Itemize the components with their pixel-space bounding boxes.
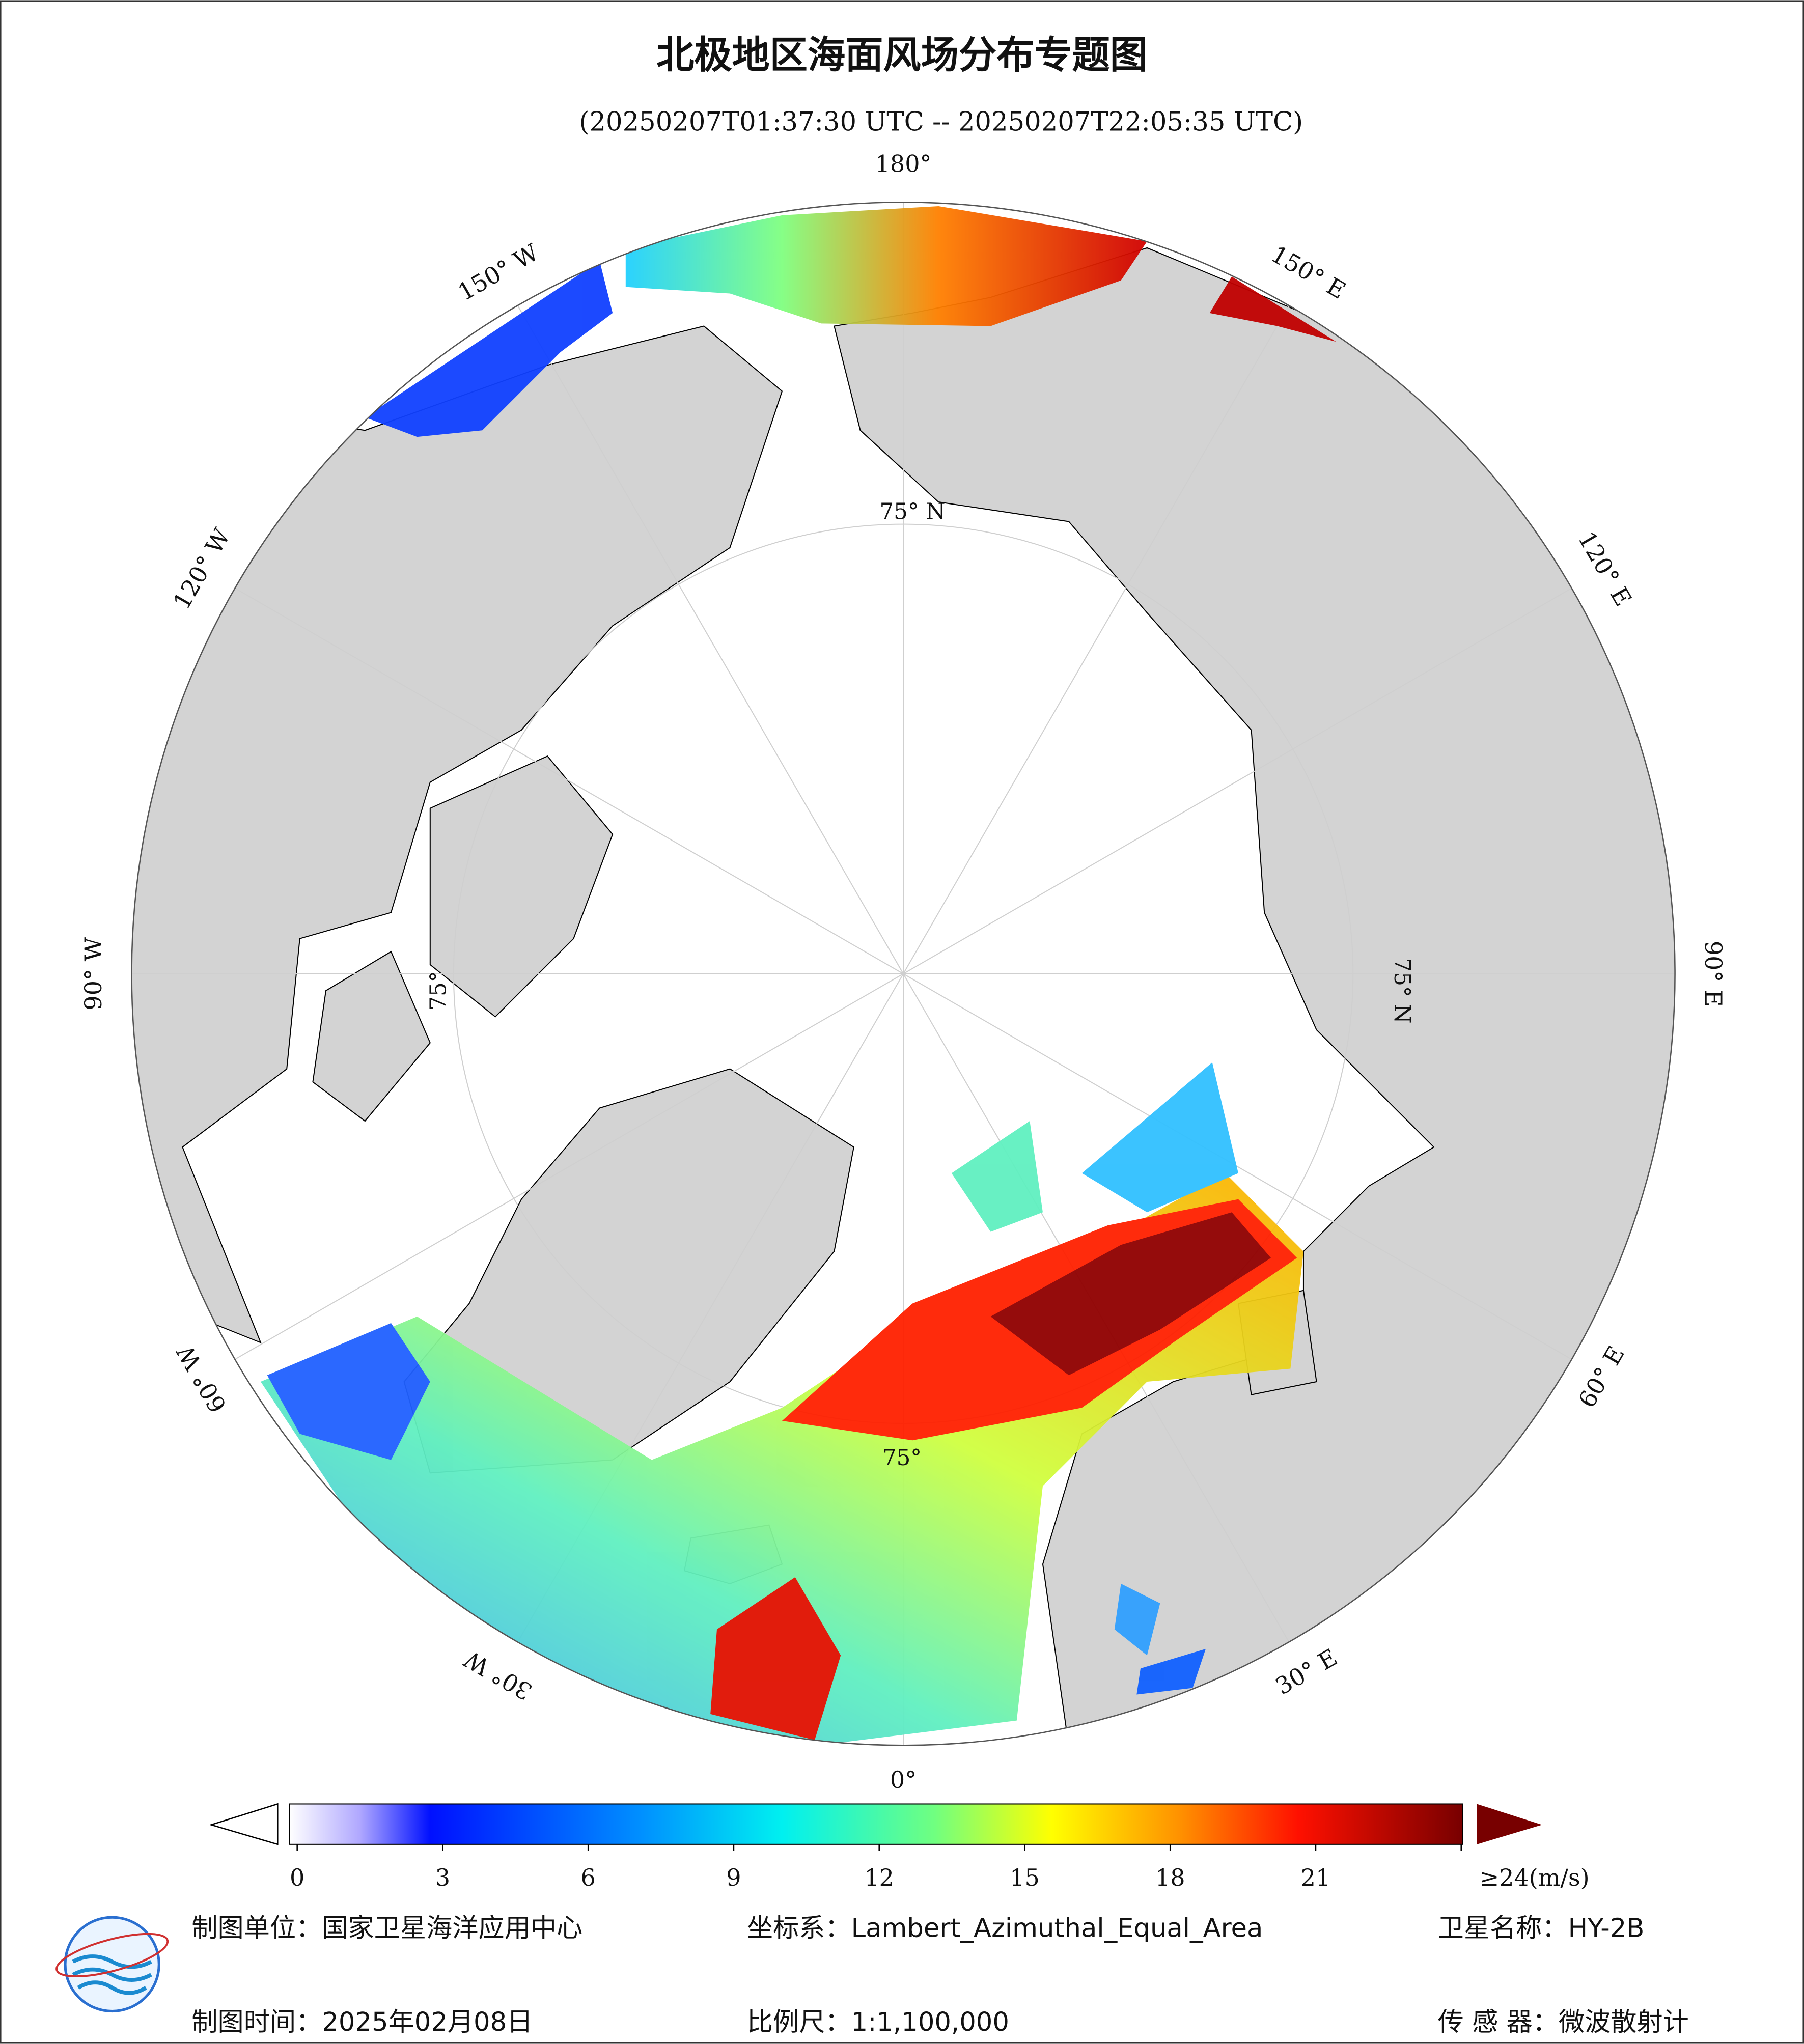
- longitude-label: 90° E: [1700, 941, 1727, 1007]
- map-body: [131, 202, 1675, 1746]
- longitude-label: 90° W: [79, 937, 107, 1010]
- colorbar-ticks: 0 3 6 9 12 15 18 21 ≥24(m/s): [290, 1844, 1590, 1891]
- longitude-label: 180°: [875, 150, 932, 178]
- latitude-label: 75° N: [879, 499, 945, 524]
- producer: 制图单位：国家卫星海洋应用中心: [191, 1913, 582, 1944]
- latitude-labels: 75° N 75° N 75° 75°: [426, 499, 1415, 1471]
- latitude-label: 75° N: [1389, 958, 1414, 1024]
- colorbar-tick-label: 21: [1301, 1864, 1331, 1891]
- map-scale: 比例尺：1:1,100,000: [747, 2007, 1009, 2037]
- title: 北极地区海面风场分布专题图: [656, 33, 1148, 77]
- colorbar-tick-label: ≥24(m/s): [1480, 1864, 1590, 1891]
- latitude-label: 75°: [882, 1445, 922, 1471]
- colorbar-tick-label: 9: [726, 1864, 741, 1891]
- colorbar-tick-label: 6: [581, 1864, 596, 1891]
- colorbar-tick-label: 12: [864, 1864, 894, 1891]
- colorbar-tick-label: 18: [1155, 1864, 1185, 1891]
- colorbar-tick-label: 15: [1010, 1864, 1040, 1891]
- colorbar: [209, 1803, 1542, 1845]
- coordinate-system: 坐标系：Lambert_Azimuthal_Equal_Area: [747, 1913, 1263, 1944]
- colorbar-over: [1477, 1804, 1542, 1844]
- logo: [55, 1916, 169, 2013]
- colorbar-bar: [289, 1803, 1463, 1845]
- map-date: 制图时间：2025年02月08日: [191, 2007, 533, 2037]
- map-outline: [131, 201, 1676, 1746]
- land: [131, 247, 1675, 1746]
- colorbar-tick-label: 3: [435, 1864, 450, 1891]
- colorbar-under: [209, 1803, 279, 1845]
- wind-field: [260, 206, 1336, 1746]
- colorbar-tick-label: 0: [290, 1864, 304, 1891]
- satellite: 卫星名称：HY-2B: [1438, 1913, 1645, 1944]
- sensor: 传 感 器：微波散射计: [1438, 2007, 1689, 2037]
- footer: 制图单位：国家卫星海洋应用中心 坐标系：Lambert_Azimuthal_Eq…: [191, 1913, 1689, 2037]
- latitude-label: 75°: [426, 971, 452, 1011]
- longitude-label: 0°: [890, 1766, 917, 1794]
- subtitle: (20250207T01:37:30 UTC -- 20250207T22:05…: [579, 106, 1303, 137]
